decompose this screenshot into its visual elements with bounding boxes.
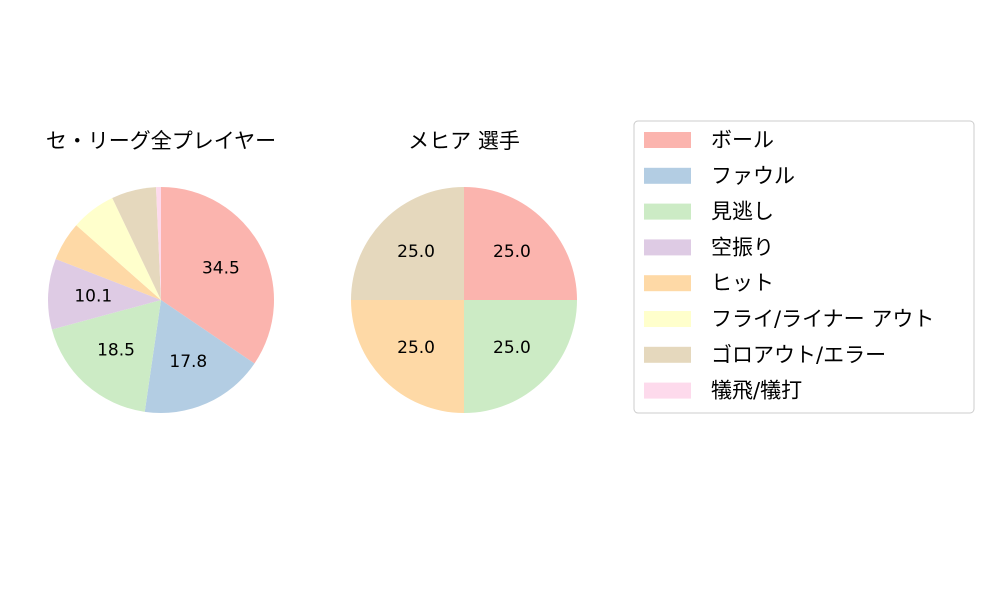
pie-slice-2	[351, 300, 464, 413]
pie-slice-4	[55, 225, 161, 300]
pie-slice-label-2: 18.5	[97, 341, 135, 361]
pie-slice-label-1: 25.0	[493, 338, 531, 358]
pie-chart-player: メヒア 選手 25.0 25.0 25.0 25.0	[351, 129, 577, 413]
legend-swatch	[644, 239, 691, 256]
pie-slice-2	[51, 300, 161, 412]
legend-item: ゴロアウト/エラー	[644, 343, 886, 367]
pie-slice-3	[47, 259, 161, 330]
pie-slice-label-3: 25.0	[397, 242, 435, 262]
pie-slice-0	[161, 186, 275, 364]
pie-title: メヒア 選手	[408, 129, 520, 153]
legend-label: ボール	[711, 128, 774, 152]
legend-swatch	[644, 346, 691, 363]
legend-swatch	[644, 275, 691, 292]
pie-slice-label-0: 25.0	[493, 242, 531, 262]
pie-slice-1	[464, 300, 577, 413]
pie-chart-league: セ・リーグ全プレイヤー 34.5 17.8 18.5 10.1	[46, 129, 276, 413]
legend-label: 犠飛/犠打	[711, 379, 802, 403]
legend-label: フライ/ライナー アウト	[711, 307, 934, 331]
legend-label: 空振り	[711, 235, 774, 259]
legend-item: ボール	[644, 128, 774, 152]
legend-swatch	[644, 203, 691, 220]
pie-slice-label-1: 17.8	[169, 352, 207, 372]
legend-item: 空振り	[644, 235, 774, 259]
legend-swatch	[644, 311, 691, 327]
pie-slice-5	[76, 198, 161, 300]
legend-label: ファウル	[711, 164, 795, 188]
pie-title: セ・リーグ全プレイヤー	[46, 129, 276, 153]
legend-label: ゴロアウト/エラー	[711, 343, 886, 367]
legend-item: ヒット	[644, 271, 774, 295]
pie-slice-7	[156, 187, 161, 300]
legend-item: 犠飛/犠打	[644, 379, 802, 403]
legend-item: ファウル	[644, 164, 795, 188]
legend-label: 見逃し	[711, 200, 774, 224]
pie-slice-6	[112, 187, 161, 300]
pie-slice-3	[351, 187, 464, 300]
legend-label: ヒット	[711, 271, 774, 295]
pie-slice-label-2: 25.0	[397, 338, 435, 358]
legend-swatch	[644, 382, 691, 399]
legend-item: 見逃し	[644, 200, 774, 224]
legend-swatch	[644, 132, 691, 148]
pie-slice-label-0: 34.5	[202, 258, 240, 278]
pie-slice-1	[144, 300, 255, 413]
legend-swatch	[644, 167, 691, 184]
legend-frame	[633, 120, 975, 414]
pie-slice-label-3: 10.1	[74, 286, 112, 306]
legend-item: フライ/ライナー アウト	[644, 307, 934, 331]
pie-slice-0	[464, 187, 577, 300]
